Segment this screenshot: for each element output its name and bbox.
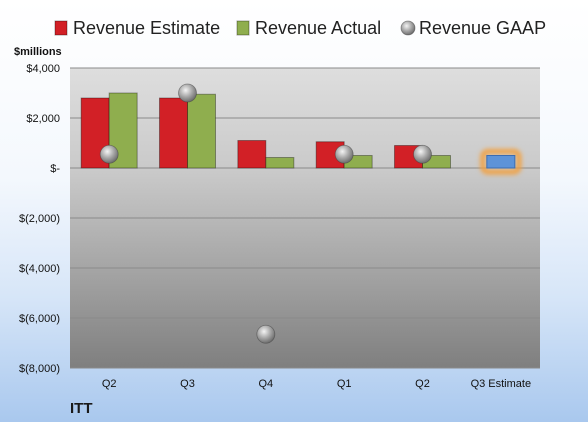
legend-label: Revenue Actual bbox=[255, 18, 381, 38]
legend-label: Revenue Estimate bbox=[73, 18, 220, 38]
x-tick-label: Q1 bbox=[337, 378, 352, 390]
x-tick-label: Q3 bbox=[180, 378, 195, 390]
x-tick-label: Q2 bbox=[415, 378, 430, 390]
legend: Revenue Estimate Revenue Actual Revenue GA… bbox=[54, 18, 546, 38]
bar-actual bbox=[108, 92, 138, 169]
gaap-markers bbox=[99, 83, 432, 344]
x-tick-label: Q2 bbox=[102, 378, 117, 390]
bar-estimate bbox=[159, 97, 188, 169]
brand-label: ITT bbox=[70, 400, 93, 417]
gaap-marker bbox=[256, 324, 276, 344]
gridlines bbox=[70, 67, 540, 369]
y-tick-label: $- bbox=[50, 163, 60, 175]
y-axis-ticks: $4,000 $2,000 $- $(2,000) $(4,000) $(6,000) $(… bbox=[19, 63, 60, 375]
x-tick-label: Q3 Estimate bbox=[471, 378, 532, 390]
bar-estimate bbox=[237, 140, 267, 169]
legend-swatch-gaap bbox=[400, 20, 416, 36]
bar-actual bbox=[265, 157, 295, 169]
gaap-marker bbox=[413, 144, 432, 164]
bar-highlight-glow bbox=[480, 149, 522, 175]
bar-q3-estimate bbox=[486, 155, 516, 169]
legend-swatch bbox=[54, 20, 68, 36]
gaap-marker bbox=[99, 144, 119, 164]
legend-swatch bbox=[236, 20, 250, 36]
legend-label: Revenue GAAP bbox=[419, 18, 546, 38]
gaap-marker bbox=[178, 83, 197, 103]
gaap-marker bbox=[334, 144, 354, 164]
y-tick-label: $(8,000) bbox=[19, 363, 60, 375]
x-axis-ticks: Q2 Q3 Q4 Q1 Q2 Q3 Estimate bbox=[102, 378, 531, 390]
y-tick-label: $4,000 bbox=[26, 63, 60, 75]
y-tick-label: $(2,000) bbox=[19, 213, 60, 225]
bar-actual bbox=[187, 93, 216, 169]
y-tick-label: $(4,000) bbox=[19, 263, 60, 275]
x-tick-label: Q4 bbox=[258, 378, 273, 390]
bars bbox=[80, 92, 522, 175]
y-tick-label: $(6,000) bbox=[19, 313, 60, 325]
unit-label: $millions bbox=[14, 46, 62, 58]
y-tick-label: $2,000 bbox=[26, 113, 60, 125]
